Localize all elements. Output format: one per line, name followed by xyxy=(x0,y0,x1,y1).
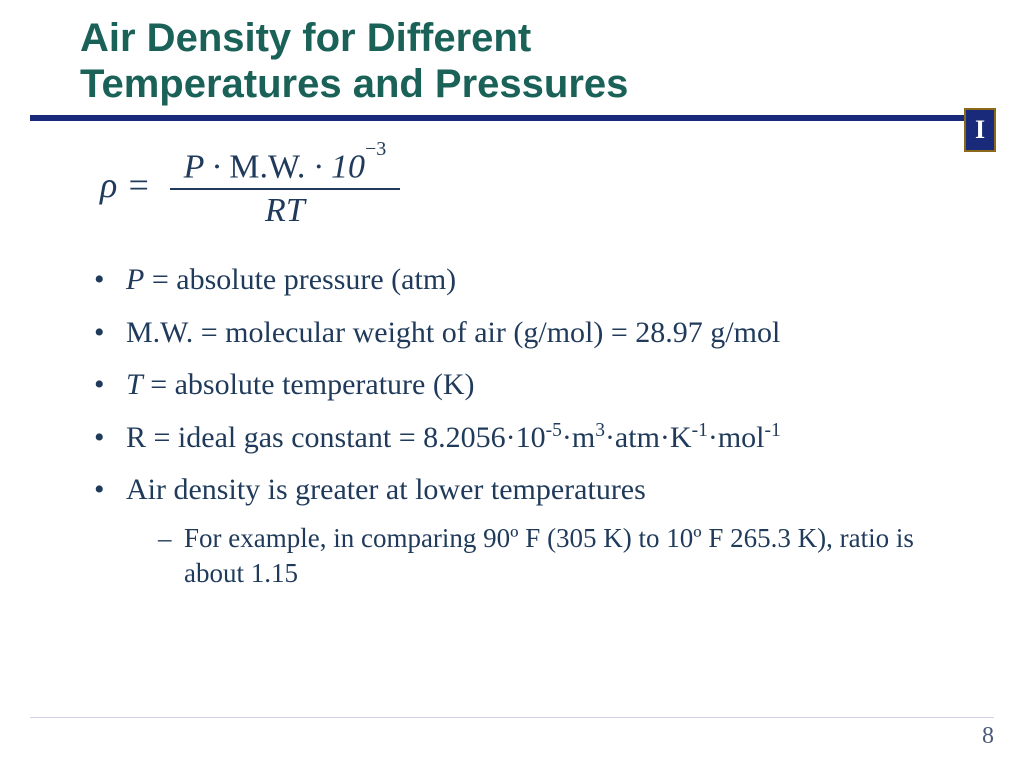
slide-title: Air Density for Different Temperatures a… xyxy=(0,0,1024,115)
bullet-item: M.W. = molecular weight of air (g/mol) =… xyxy=(90,313,954,354)
formula-fraction: P · M.W. · 10−3 RT xyxy=(170,149,401,228)
sub-bullet-item: For example, in comparing 90º F (305 K) … xyxy=(154,521,954,591)
density-formula: ρ = P · M.W. · 10−3 RT xyxy=(90,139,954,248)
page-number: 8 xyxy=(982,723,994,750)
slide: Air Density for Different Temperatures a… xyxy=(0,0,1024,768)
title-line-2: Temperatures and Pressures xyxy=(80,62,628,106)
formula-lhs: ρ = xyxy=(100,165,151,205)
content-area: ρ = P · M.W. · 10−3 RT P = absolute pres… xyxy=(0,121,1024,591)
bullet-item: Air density is greater at lower temperat… xyxy=(90,470,954,591)
bullet-list: P = absolute pressure (atm) M.W. = molecu… xyxy=(90,260,954,591)
institution-logo: I xyxy=(964,108,996,152)
formula-numerator: P · M.W. · 10−3 xyxy=(170,149,401,190)
bullet-item: R = ideal gas constant = 8.2056·10-5·m3·… xyxy=(90,418,954,459)
footer-rule xyxy=(30,717,994,718)
bullet-item: P = absolute pressure (atm) xyxy=(90,260,954,301)
title-line-1: Air Density for Different xyxy=(80,16,531,60)
bullet-item: T = absolute temperature (K) xyxy=(90,365,954,406)
formula-denominator: RT xyxy=(170,190,401,228)
logo-letter: I xyxy=(975,115,985,145)
sub-bullet-list: For example, in comparing 90º F (305 K) … xyxy=(126,511,954,591)
